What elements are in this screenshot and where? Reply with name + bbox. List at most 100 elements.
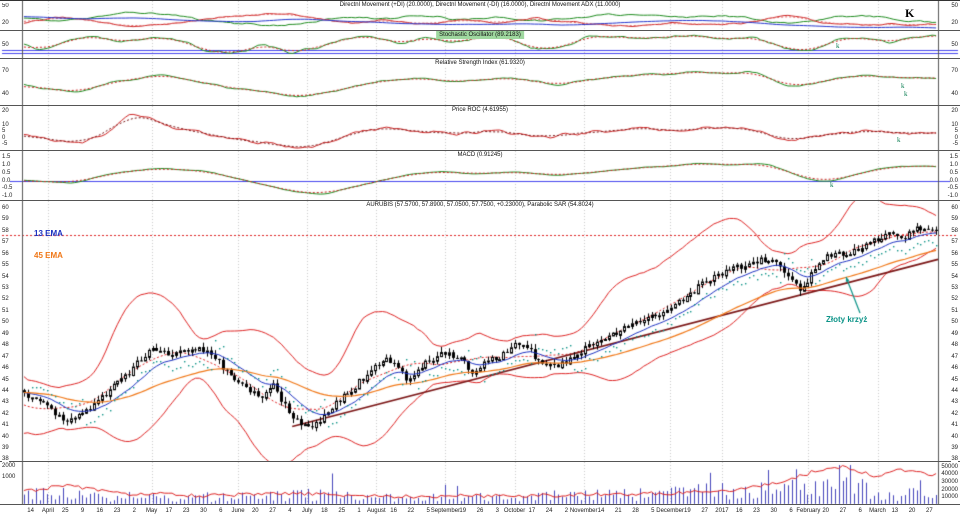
y-axis-tick: 40: [2, 91, 9, 97]
y-axis-tick: 45: [2, 377, 9, 383]
y-axis-tick: 20: [2, 20, 9, 26]
y-axis-tick: -1.0: [2, 193, 13, 199]
y-axis-tick: 44: [951, 388, 958, 394]
y-axis-tick: 40000: [941, 471, 958, 477]
y-axis-tick: 51: [2, 308, 9, 314]
y-axis-tick: 49: [2, 331, 9, 337]
y-axis-tick: 38: [951, 456, 958, 462]
y-axis-tick: 60: [951, 205, 958, 211]
y-axis-tick: -1.0: [947, 193, 958, 199]
x-axis-label: 14: [597, 508, 605, 514]
x-axis-label: 16: [96, 508, 104, 514]
x-axis-label: 27: [701, 508, 709, 514]
y-axis-tick: 46: [2, 365, 9, 371]
x-axis-label: 23: [113, 508, 121, 514]
ema13-annotation: 13 EMA: [34, 229, 63, 238]
y-axis-tick: 39: [951, 445, 958, 451]
y-axis-tick: 60: [2, 205, 9, 211]
panel-volume[interactable]: 2000 1000 50000 40000 30000 20000 10000: [0, 461, 960, 505]
y-axis-tick: 47: [951, 354, 958, 360]
y-axis-tick: 1.5: [949, 154, 958, 160]
x-axis-label: 2: [564, 508, 569, 514]
y-axis-tick: 41: [951, 422, 958, 428]
x-axis-label: March: [869, 508, 886, 514]
panel-title-price-roc[interactable]: Price ROC (4.61955): [448, 106, 512, 114]
y-axis-tick: 51: [951, 308, 958, 314]
x-axis-label: 30: [770, 508, 778, 514]
panel-title-rsi[interactable]: Relative Strength Index (61.9320): [432, 59, 528, 67]
x-axis-label: 3: [495, 508, 499, 514]
x-axis-label: 28: [632, 508, 639, 514]
x-axis-label: 4: [288, 508, 292, 514]
x-axis-label: 6: [858, 508, 862, 514]
panel-directional-movement[interactable]: Directnl Movement (+DI) (20.0000), Direc…: [0, 0, 960, 31]
x-axis-label: June: [231, 508, 245, 514]
x-axis-label: 25: [61, 508, 69, 514]
y-axis-tick: 70: [951, 68, 958, 74]
x-axis-label: 17: [165, 508, 173, 514]
y-axis-tick: 42: [951, 411, 958, 417]
x-axis-label: 27: [926, 508, 933, 514]
y-axis-tick: 0.5: [2, 170, 11, 176]
x-axis-label: 23: [753, 508, 760, 514]
x-axis-label: 2: [132, 508, 136, 514]
x-axis-label: 26: [476, 508, 484, 514]
x-axis-label: February: [796, 508, 821, 514]
x-axis-label: 17: [528, 508, 536, 514]
y-axis-tick: 10: [2, 122, 9, 128]
y-axis-tick: 59: [951, 216, 958, 222]
y-axis-tick: 50: [2, 3, 9, 9]
x-axis-label: 6: [219, 508, 223, 514]
x-axis-label: 16: [390, 508, 397, 514]
y-axis-tick: 40: [951, 434, 958, 440]
x-axis-label: 13: [891, 508, 899, 514]
panel-title-directional-movement[interactable]: Directnl Movement (+DI) (20.0000), Direc…: [336, 1, 624, 9]
y-axis-tick: 40: [951, 91, 958, 97]
y-axis-tick: 49: [951, 331, 958, 337]
panel-macd[interactable]: MACD (0.91245) 1.5 1.0 0.5 0.0 -0.5 -1.0 1.5 1.…: [0, 150, 960, 201]
y-axis-tick: 55: [2, 262, 9, 268]
x-axis-label: 19: [459, 508, 467, 514]
panel-title-stochastic[interactable]: Stochastic Oscillator (89.2183): [436, 31, 524, 39]
price-candle-plot[interactable]: [0, 201, 960, 462]
y-axis-tick: 47: [2, 354, 9, 360]
x-axis-label: 23: [182, 508, 190, 514]
y-axis-tick: 20: [2, 108, 9, 114]
x-axis-label: April: [41, 508, 54, 514]
x-axis-label: 2017: [715, 508, 729, 514]
panel-price[interactable]: AURUBIS (57.5700, 57.8900, 57.0500, 57.7…: [0, 200, 960, 462]
panel-stochastic[interactable]: Stochastic Oscillator (89.2183) 50 50: [0, 30, 960, 59]
y-axis-tick: 57: [951, 239, 958, 245]
x-axis-label: 25: [338, 508, 346, 514]
y-axis-tick: 56: [2, 251, 9, 257]
x-axis-label: July: [301, 508, 313, 514]
y-axis-tick: 45: [951, 377, 958, 383]
x-axis-label: 18: [321, 508, 328, 514]
y-axis-tick: 50000: [941, 464, 958, 470]
y-axis-tick: 1000: [2, 474, 16, 480]
volume-plot[interactable]: [0, 462, 960, 505]
y-axis-tick: 43: [951, 399, 958, 405]
panel-title-price[interactable]: AURUBIS (57.5700, 57.8900, 57.0500, 57.7…: [363, 201, 597, 209]
x-axis-label: 27: [269, 508, 276, 514]
y-axis-tick: 1.0: [2, 162, 11, 168]
y-axis-tick: 48: [951, 342, 958, 348]
y-axis-tick: 58: [2, 228, 9, 234]
x-axis-label: 16: [735, 508, 743, 514]
y-axis-tick: -5: [2, 141, 8, 147]
y-axis-tick: -0.5: [947, 185, 958, 191]
x-axis-label: May: [145, 508, 158, 514]
panel-title-macd[interactable]: MACD (0.91245): [454, 151, 506, 159]
y-axis-tick: 53: [951, 285, 958, 291]
panel-rsi[interactable]: Relative Strength Index (61.9320) 70 40 70…: [0, 58, 960, 106]
y-axis-tick: -5: [952, 141, 958, 147]
y-axis-tick: 0: [954, 135, 958, 141]
y-axis-tick: 44: [2, 388, 9, 394]
x-axis-label: 30: [200, 508, 207, 514]
y-axis-tick: 39: [2, 445, 9, 451]
x-axis-label: 19: [684, 508, 691, 514]
panel-price-roc[interactable]: Price ROC (4.61955) 20 10 5 0 -5 20 10 5 0 -5: [0, 105, 960, 151]
macd-plot[interactable]: [0, 151, 960, 201]
y-axis-tick: 20000: [941, 487, 958, 493]
x-axis-label: 22: [407, 508, 415, 514]
